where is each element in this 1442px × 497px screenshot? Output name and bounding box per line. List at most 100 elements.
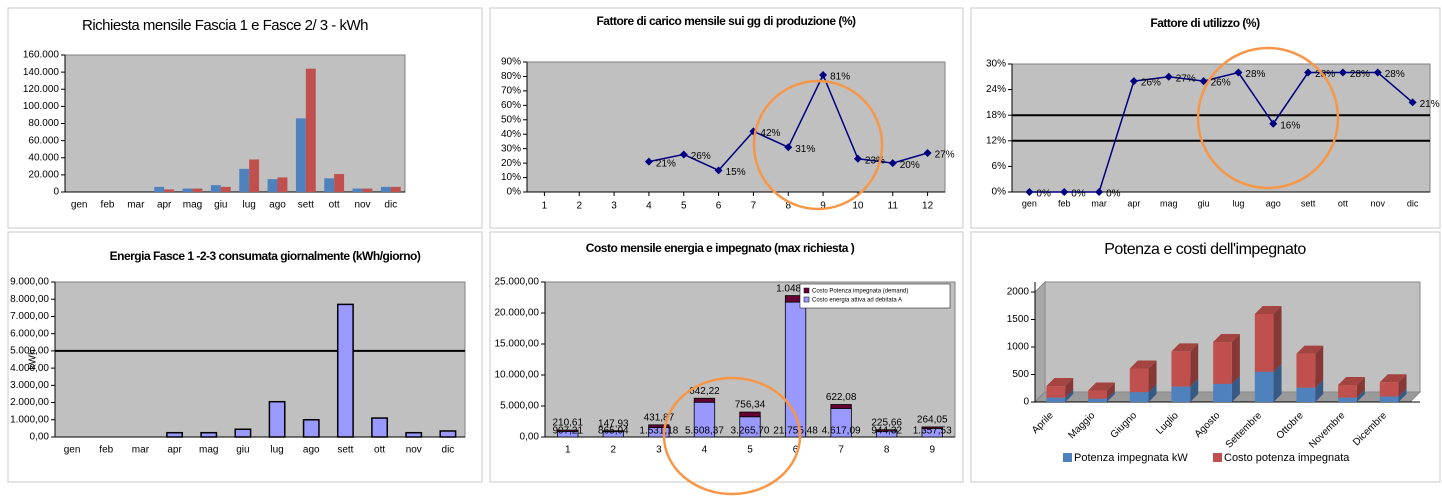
x-tick-label: giu <box>1198 198 1210 208</box>
x-tick-label: sett <box>337 445 353 456</box>
point <box>1060 188 1069 196</box>
x-tick-label: 7 <box>751 201 757 212</box>
x-tick-label: 6 <box>793 445 799 456</box>
x-tick-label: lug <box>1232 198 1244 208</box>
data-label: 264,05 <box>917 415 948 426</box>
point <box>1373 68 1382 77</box>
y-tick-label: 5.000,00 <box>10 346 49 357</box>
bar <box>1046 386 1066 398</box>
x-tick-label: gen <box>1022 198 1037 208</box>
x-tick-label: 3 <box>611 201 617 212</box>
data-label: 27% <box>935 150 955 161</box>
x-tick-label: 2 <box>611 445 617 456</box>
legend-swatch <box>803 296 810 303</box>
data-label: 3.265,70 <box>731 426 770 437</box>
bar <box>390 186 401 192</box>
bar-side <box>1190 378 1199 402</box>
y-tick-label: 140.000 <box>23 67 60 78</box>
chart-title: Costo mensile energia e impegnato (max r… <box>586 241 855 255</box>
x-tick-label: ott <box>1338 198 1349 208</box>
x-tick-label: feb <box>101 200 115 211</box>
bar <box>164 189 175 192</box>
data-label: 23% <box>865 155 885 166</box>
point <box>1025 188 1034 196</box>
y-tick-label: 30% <box>986 59 1006 70</box>
bar-side <box>1398 388 1407 402</box>
data-label: 21.755,48 <box>773 426 818 437</box>
highlight-circle <box>1196 46 1340 190</box>
y-tick-label: 100.000 <box>23 101 60 112</box>
x-tick-label: gen <box>71 200 88 211</box>
y-tick-label: 10% <box>501 172 521 183</box>
x-tick-label: ott <box>329 200 340 211</box>
bar <box>876 429 898 432</box>
x-tick-label: ago <box>303 445 320 456</box>
bar-side <box>1148 384 1157 402</box>
bar-side <box>1148 360 1157 393</box>
bar <box>352 188 363 192</box>
bar <box>1088 398 1107 402</box>
y-tick-label: 70% <box>501 86 521 97</box>
bar <box>1213 383 1232 402</box>
y-tick-label: 0% <box>992 187 1007 198</box>
legend-swatch <box>1213 453 1222 462</box>
y-tick-label: 50% <box>501 114 521 125</box>
bar <box>166 431 184 438</box>
plot-side <box>1034 280 1046 404</box>
bar <box>362 188 373 192</box>
bar <box>921 426 943 429</box>
bar-side <box>1315 345 1324 388</box>
y-tick-label: 0,00 <box>30 432 50 443</box>
bar-side <box>1231 375 1240 402</box>
x-tick-label: mar <box>132 445 150 456</box>
bar <box>1088 390 1107 399</box>
y-tick-label: 0,00 <box>520 432 540 443</box>
bar-side <box>1065 389 1074 402</box>
chart-title: Potenza e costi dell'impegnato <box>1104 241 1306 258</box>
y-tick-label: 2000 <box>1007 287 1030 298</box>
y-tick-label: 18% <box>986 110 1006 121</box>
point <box>1164 72 1173 81</box>
x-tick-label: 3 <box>656 445 662 456</box>
y-tick-label: 9.000,00 <box>10 277 49 288</box>
point <box>784 143 793 152</box>
highlight-circle <box>662 376 802 496</box>
point <box>714 166 723 175</box>
legend-box <box>799 283 951 309</box>
data-label: 147,93 <box>598 418 629 429</box>
x-tick-label: dic <box>1407 198 1419 208</box>
x-tick-label: dic <box>384 200 397 211</box>
data-label: 20% <box>900 160 920 171</box>
y-tick-label: 60.000 <box>28 135 59 146</box>
data-label: 1.048,21 <box>776 283 815 294</box>
x-tick-label: feb <box>1058 198 1071 208</box>
y-tick-label: 30% <box>501 143 521 154</box>
x-tick-label: mar <box>1091 198 1107 208</box>
y-tick-label: 7.000,00 <box>10 311 49 322</box>
bar <box>200 431 218 438</box>
y-tick-label: 12% <box>986 135 1006 146</box>
bar <box>234 428 252 438</box>
bar <box>1129 368 1149 393</box>
x-tick-label: 9 <box>820 201 826 212</box>
y-tick-label: 10.000,00 <box>495 370 540 381</box>
y-tick-label: 8.000,00 <box>10 294 49 305</box>
point <box>1408 98 1417 107</box>
y-axis-label: kWh <box>28 350 39 370</box>
bar <box>249 159 260 192</box>
bar-side <box>1273 306 1282 372</box>
bar-side <box>1106 390 1115 402</box>
data-label: 31% <box>795 144 815 155</box>
y-tick-label: 120.000 <box>23 84 60 95</box>
bar <box>336 303 354 438</box>
point <box>1095 188 1104 196</box>
y-tick-label: 4.000,00 <box>10 363 49 374</box>
bar <box>334 174 345 192</box>
point <box>819 71 828 79</box>
x-tick-label: 10 <box>852 201 864 212</box>
bar-side <box>1190 343 1199 387</box>
bar <box>380 186 391 192</box>
bar <box>648 424 670 428</box>
bar <box>1296 387 1316 402</box>
